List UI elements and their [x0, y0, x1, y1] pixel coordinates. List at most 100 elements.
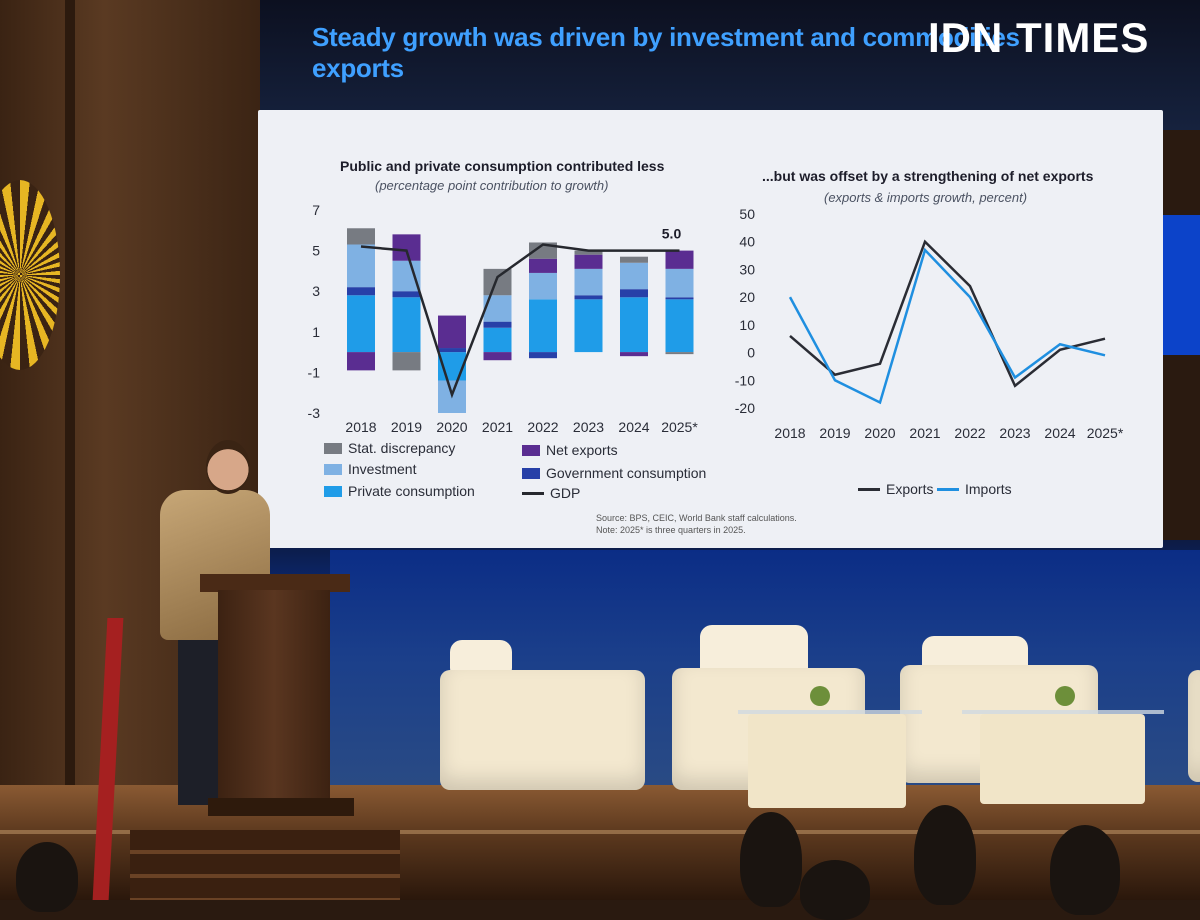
y-tick-label: 10: [739, 317, 755, 333]
x-tick-label: 2021: [909, 425, 940, 441]
armchair: [440, 670, 645, 790]
x-tick-label: 2025*: [1087, 425, 1124, 441]
podium-base: [208, 798, 354, 816]
bar-segment: [483, 327, 512, 353]
podium-top: [200, 574, 350, 592]
bar-segment: [665, 250, 694, 269]
bar-segment: [347, 228, 375, 245]
y-tick-label: -1: [308, 364, 321, 380]
line-swatch-icon: [522, 491, 544, 495]
bar-segment: [529, 272, 557, 300]
legend-private-consumption: Private consumption: [324, 483, 475, 499]
speaker-head: [206, 440, 250, 494]
left-chart-title: Public and private consumption contribut…: [340, 158, 665, 174]
left-chart-subtitle: (percentage point contribution to growth…: [375, 178, 609, 193]
y-tick-label: 5: [312, 243, 320, 259]
screen-header-area: [260, 0, 1200, 130]
swatch-icon: [522, 444, 540, 456]
stage-stairs: [130, 830, 400, 900]
legend-exports: Exports: [858, 481, 933, 497]
y-tick-label: 7: [312, 202, 320, 218]
armchair: [1188, 670, 1200, 782]
bar-segment: [347, 244, 375, 288]
right-chart-subtitle: (exports & imports growth, percent): [824, 190, 1028, 205]
legend-label: Private consumption: [348, 483, 475, 499]
legend-label: Government consumption: [546, 465, 707, 481]
y-tick-label: 3: [312, 283, 320, 299]
y-tick-label: -20: [735, 400, 755, 416]
x-tick-label: 2022: [527, 419, 558, 435]
bar-segment: [392, 234, 421, 261]
y-tick-label: 0: [747, 345, 755, 361]
bar-segment: [529, 299, 557, 353]
legend-stat-discrepancy: Stat. discrepancy: [324, 440, 455, 456]
bar-segment: [347, 352, 375, 371]
side-table: [748, 714, 906, 808]
table-glass-top: [962, 710, 1164, 714]
swatch-icon: [324, 485, 342, 497]
bar-segment: [665, 299, 694, 353]
audience-head: [1050, 825, 1120, 915]
x-tick-label: 2024: [1044, 425, 1075, 441]
bar-segment: [438, 348, 466, 353]
bar-segment: [620, 352, 648, 357]
bar-segment: [620, 289, 648, 298]
bar-segment: [529, 258, 557, 273]
bar-segment: [620, 297, 648, 353]
right-chart-title: ...but was offset by a strengthening of …: [762, 168, 1094, 184]
x-tick-label: 2024: [618, 419, 649, 435]
plant-decoration: [810, 686, 830, 706]
stage-edge: [0, 830, 1200, 834]
x-tick-label: 2022: [954, 425, 985, 441]
legend-government-consumption: Government consumption: [522, 465, 706, 481]
series-line: [789, 239, 1106, 388]
plant-decoration: [1055, 686, 1075, 706]
table-glass-top: [738, 710, 922, 714]
idn-times-watermark: IDN TIMES: [928, 14, 1150, 61]
trade-growth-line-chart: 50 40 30 20 10 0 -10 -20 2018 2019 2020 2021 2022 202…: [735, 206, 1124, 441]
legend-label: Net exports: [546, 442, 618, 458]
legend-gdp: GDP: [522, 485, 580, 501]
x-tick-label: 2019: [391, 419, 422, 435]
x-tick-label: 2019: [819, 425, 850, 441]
bar-segment: [665, 352, 694, 355]
podium: [218, 590, 330, 802]
x-tick-label: 2023: [573, 419, 604, 435]
legend-investment: Investment: [324, 461, 416, 477]
bar-segment: [574, 299, 603, 353]
legend-label: Imports: [965, 481, 1012, 497]
legend-label: Exports: [886, 481, 934, 497]
x-tick-label: 2023: [999, 425, 1030, 441]
line-swatch-icon: [937, 487, 959, 491]
audience-head: [16, 842, 78, 912]
legend-imports: Imports: [937, 481, 1012, 497]
wall-strip: [65, 0, 75, 790]
gdp-annotation: 5.0: [662, 226, 682, 242]
bar-segment: [620, 262, 648, 290]
x-tick-label: 2020: [864, 425, 895, 441]
x-tick-label: 2021: [482, 419, 513, 435]
source-note: Source: BPS, CEIC, World Bank staff calc…: [596, 512, 797, 536]
x-tick-label: 2020: [436, 419, 467, 435]
bar-segment: [392, 291, 421, 298]
y-tick-label: 50: [739, 206, 755, 222]
x-tick-label: 2018: [345, 419, 376, 435]
bar-segment: [347, 287, 375, 296]
y-tick-label: 30: [739, 261, 755, 277]
y-tick-label: 1: [312, 324, 320, 340]
legend-label: Stat. discrepancy: [348, 440, 456, 456]
bar-segment: [574, 268, 603, 296]
note-line: Note: 2025* is three quarters in 2025.: [596, 525, 746, 535]
swatch-icon: [522, 467, 540, 479]
legend-label: Investment: [348, 461, 417, 477]
line-swatch-icon: [858, 487, 880, 491]
bar-segment: [392, 297, 421, 353]
bar-segment: [665, 297, 694, 300]
bar-segment: [574, 295, 603, 300]
source-line: Source: BPS, CEIC, World Bank staff calc…: [596, 513, 797, 523]
y-tick-label: -3: [308, 405, 321, 421]
bar-segment: [438, 315, 466, 349]
slide-title: Steady growth was driven by investment a…: [312, 22, 1020, 83]
contribution-bar-chart: 7 5 3 1 -1 -3 2018 2019 2020 2021 2022 2023 2024 2025…: [308, 202, 699, 435]
x-tick-label: 2018: [774, 425, 805, 441]
